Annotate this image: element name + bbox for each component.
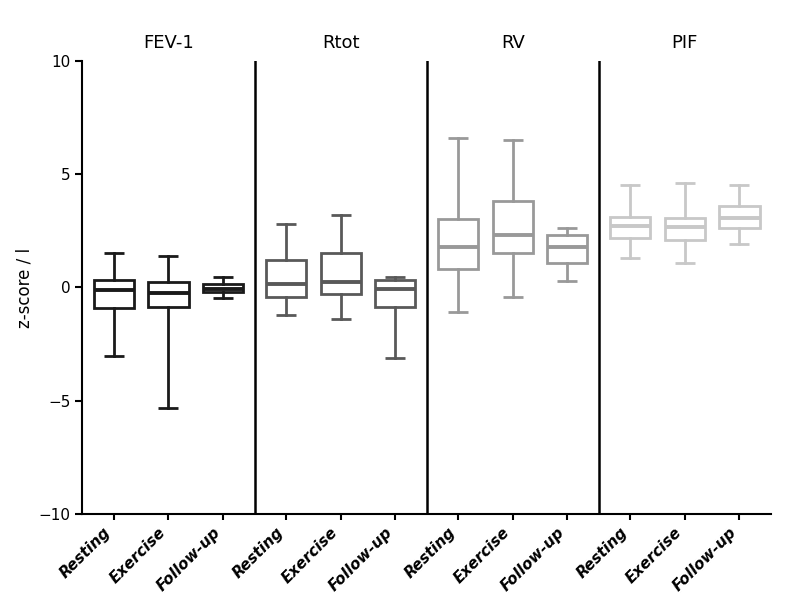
Bar	[719, 206, 759, 228]
Bar	[610, 217, 651, 238]
Bar	[203, 284, 243, 292]
Bar	[665, 218, 705, 240]
Bar	[547, 235, 587, 262]
Text: FEV-1: FEV-1	[143, 33, 194, 52]
Text: PIF: PIF	[672, 33, 698, 52]
Bar	[149, 282, 189, 307]
Bar	[321, 253, 361, 294]
Bar	[493, 202, 533, 253]
Text: Rtot: Rtot	[321, 33, 359, 52]
Bar	[266, 260, 307, 297]
Bar	[438, 219, 479, 269]
Text: RV: RV	[501, 33, 525, 52]
Y-axis label: z-score / l: z-score / l	[15, 247, 33, 328]
Bar	[375, 280, 415, 307]
Bar	[94, 280, 134, 308]
